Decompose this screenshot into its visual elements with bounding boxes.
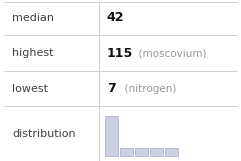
Bar <box>120 148 133 156</box>
Text: distribution: distribution <box>12 129 76 139</box>
Text: highest: highest <box>12 48 54 58</box>
Text: lowest: lowest <box>12 84 48 94</box>
Text: 7: 7 <box>107 82 116 95</box>
Bar <box>135 148 148 156</box>
Text: median: median <box>12 13 54 23</box>
Text: (nitrogen): (nitrogen) <box>118 84 176 94</box>
Bar <box>165 148 178 156</box>
Bar <box>105 116 118 156</box>
Text: 115: 115 <box>107 47 133 60</box>
Text: 42: 42 <box>107 11 124 24</box>
Text: (moscovium): (moscovium) <box>132 48 207 58</box>
Bar <box>150 148 163 156</box>
